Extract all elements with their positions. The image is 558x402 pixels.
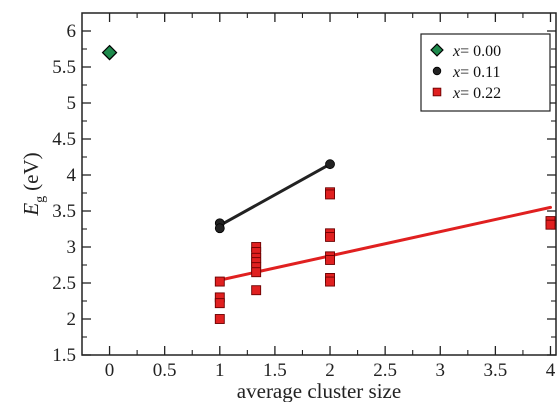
data-point-square	[325, 231, 335, 242]
legend-box	[420, 33, 551, 112]
x-tick-label: 1.5	[263, 360, 287, 381]
y-tick-label: 6	[67, 21, 77, 42]
legend-variable: x	[452, 64, 460, 81]
legend-value: = 0.11	[460, 64, 500, 81]
legend-marker-circle	[432, 66, 442, 76]
y-tick-label: 2.5	[52, 273, 76, 294]
data-point-square	[251, 285, 262, 296]
fit-line	[218, 205, 552, 282]
fit-line	[218, 162, 332, 227]
y-axis-label-subscript: g	[33, 196, 48, 203]
data-point-square	[325, 276, 335, 287]
data-points	[101, 44, 556, 324]
legend: x= 0.00x= 0.11x= 0.22	[420, 33, 551, 112]
data-point-square	[325, 189, 335, 200]
data-point-square	[545, 219, 556, 230]
x-axis-label: average cluster size	[237, 379, 401, 402]
data-point-square	[214, 314, 225, 324]
legend-marker-square	[432, 87, 442, 97]
legend-variable: x	[452, 43, 460, 60]
y-tick-label: 5	[67, 93, 77, 114]
data-point-diamond	[101, 44, 118, 61]
y-axis-label-unit: (eV)	[19, 152, 43, 190]
x-tick-label: 4	[546, 360, 556, 381]
x-tick-label: 2.5	[373, 360, 397, 381]
y-tick-label: 4.5	[52, 129, 76, 150]
legend-value: = 0.22	[460, 85, 501, 102]
legend-value: = 0.00	[460, 43, 501, 60]
x-tick-label: 3.5	[483, 360, 507, 381]
data-point-square	[214, 276, 225, 287]
x-tick-label: 0.5	[153, 360, 177, 381]
data-point-circle	[214, 223, 225, 234]
y-axis-label-symbol: E	[19, 203, 43, 217]
data-point-square	[325, 255, 335, 265]
x-tick-label: 2	[325, 360, 335, 381]
legend-entries: x= 0.00x= 0.11x= 0.22	[430, 43, 501, 102]
y-tick-label: 4	[67, 165, 77, 186]
y-tick-label: 1.5	[52, 345, 76, 366]
y-tick-label: 5.5	[52, 57, 76, 78]
y-axis-ticks: 1.5 2 2.5 3 3.5 4 4.5 5 5.5 6	[52, 21, 556, 366]
x-tick-label: 1	[215, 360, 225, 381]
legend-variable: x	[452, 85, 460, 102]
y-tick-label: 2	[67, 309, 77, 330]
data-point-square	[214, 298, 225, 309]
x-tick-label: 3	[436, 360, 446, 381]
legend-marker-diamond	[430, 43, 444, 57]
legend-label: x= 0.22	[452, 85, 501, 102]
x-axis-ticks: 0 0.5 1 1.5 2 2.5 3 3.5 4	[105, 13, 556, 381]
fit-lines	[218, 162, 552, 282]
data-point-square	[251, 267, 262, 278]
legend-label: x= 0.11	[452, 64, 501, 81]
y-tick-label: 3	[67, 237, 77, 258]
data-point-circle	[325, 159, 335, 170]
y-tick-label: 3.5	[52, 201, 76, 222]
x-tick-label: 0	[105, 360, 115, 381]
y-axis-label: Eg (eV)	[19, 152, 48, 216]
legend-label: x= 0.00	[452, 43, 501, 60]
